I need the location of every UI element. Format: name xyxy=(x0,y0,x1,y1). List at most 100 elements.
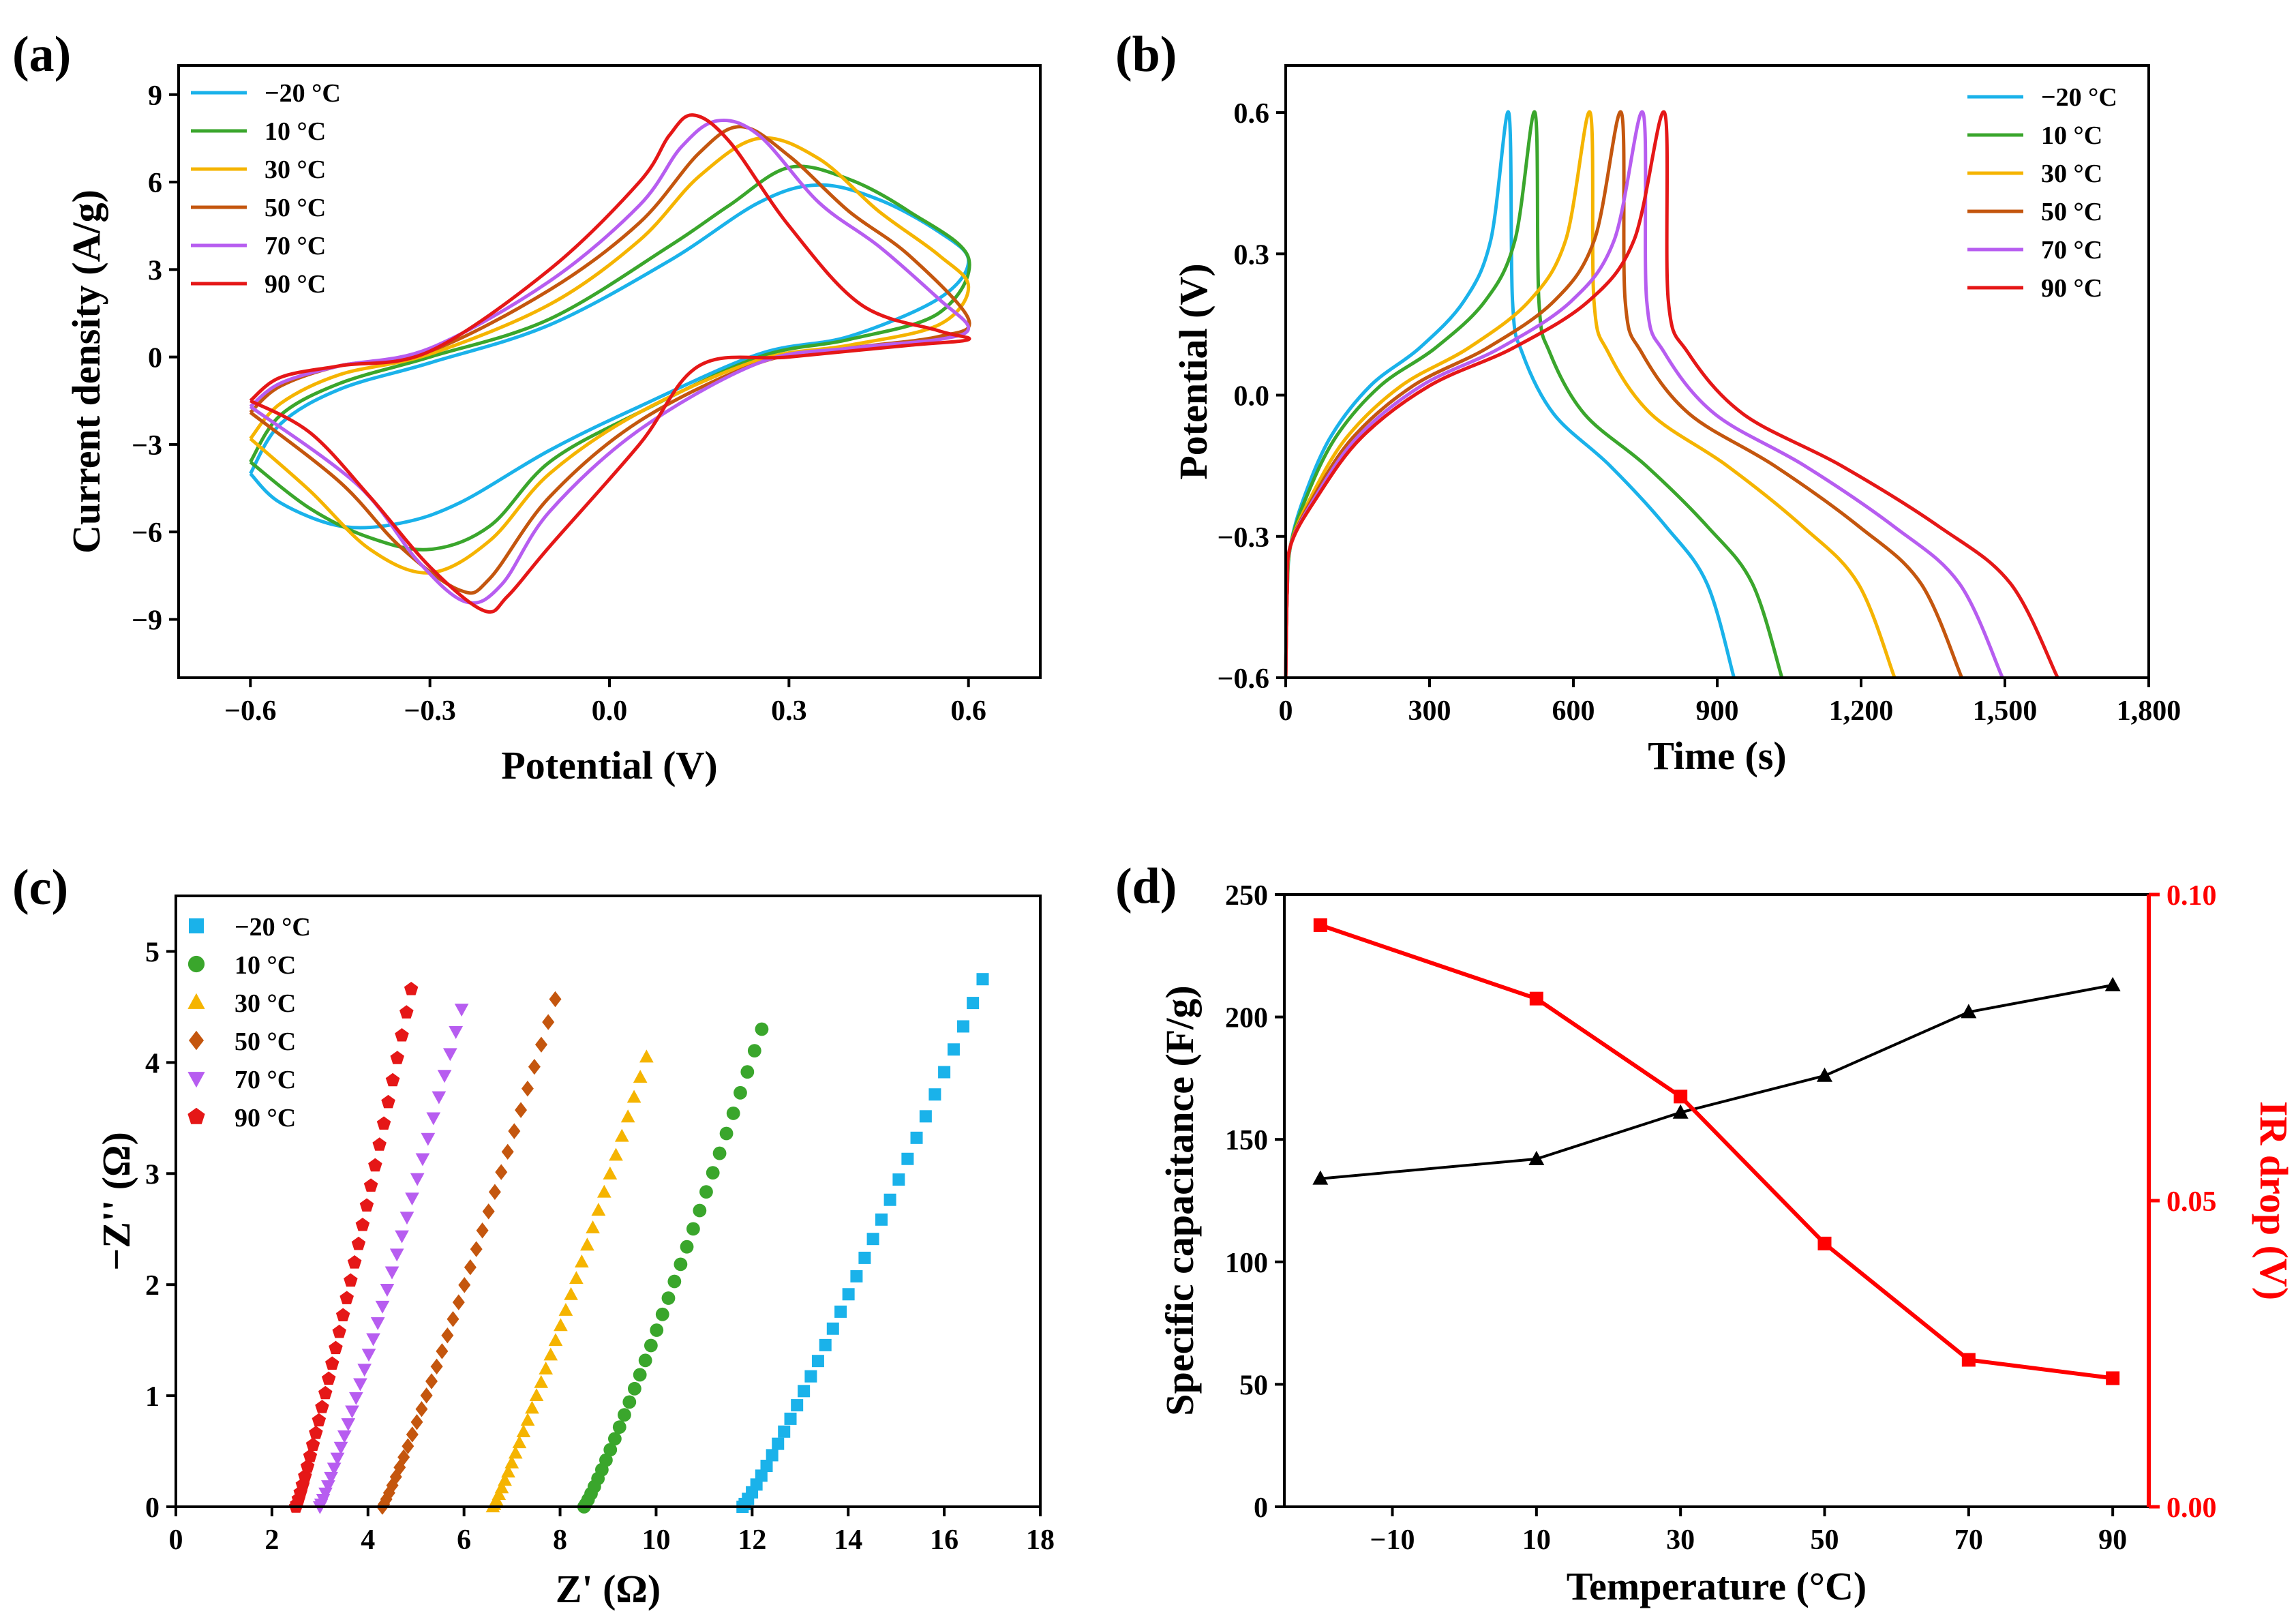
a-ytick-label: −9 xyxy=(132,605,162,636)
a-ylabel: Current density (A/g) xyxy=(64,190,108,554)
d-xtick-label: −10 xyxy=(1370,1525,1415,1556)
c-xtick-label: 4 xyxy=(361,1525,375,1556)
c-xtick-label: 18 xyxy=(1026,1525,1055,1556)
a-legend-label: 90 °C xyxy=(265,270,326,299)
nyquist-point xyxy=(734,1085,747,1100)
b-legend-label: −20 °C xyxy=(2041,83,2117,112)
nyquist-point xyxy=(558,1302,573,1316)
c-ytick-label: 2 xyxy=(145,1270,160,1302)
nyquist-point xyxy=(599,1453,613,1467)
a-ytick-label: −6 xyxy=(132,517,162,549)
nyquist-point xyxy=(366,1333,380,1347)
c-xtick-label: 16 xyxy=(930,1525,958,1556)
nyquist-point xyxy=(363,1178,378,1192)
nyquist-point xyxy=(330,1452,345,1466)
a-legend-label: 30 °C xyxy=(265,155,326,184)
nyquist-point xyxy=(402,1438,414,1454)
nyquist-point xyxy=(525,1400,539,1414)
c-legend-marker xyxy=(187,1107,205,1124)
d-y2label: IR drop (V) xyxy=(2252,1101,2296,1300)
nyquist-point xyxy=(607,1432,622,1446)
nyquist-point xyxy=(410,1173,425,1186)
nyquist-point xyxy=(504,1455,519,1469)
nyquist-point xyxy=(661,1291,676,1305)
nyquist-point xyxy=(603,1166,618,1180)
nyquist-point xyxy=(674,1257,688,1272)
nyquist-point xyxy=(603,1443,618,1457)
nyquist-point xyxy=(378,1496,391,1512)
nyquist-point xyxy=(389,1469,402,1485)
nyquist-point xyxy=(699,1185,713,1199)
nyquist-point xyxy=(892,1173,905,1186)
nyquist-point xyxy=(706,1166,720,1180)
nyquist-point xyxy=(712,1146,727,1160)
c-ytick-label: 3 xyxy=(145,1159,160,1190)
nyquist-point xyxy=(315,1400,329,1413)
b-ylabel: Potential (V) xyxy=(1171,263,1215,479)
capacitance-point xyxy=(1672,1104,1689,1119)
a-xtick-label: 0.6 xyxy=(950,695,986,727)
d-ytick-label: 250 xyxy=(1225,880,1268,912)
nyquist-point xyxy=(432,1091,447,1105)
nyquist-point xyxy=(395,1028,409,1042)
nyquist-point xyxy=(811,1355,824,1368)
c-legend-label: −20 °C xyxy=(235,913,311,942)
nyquist-point xyxy=(370,1317,385,1330)
nyquist-point xyxy=(747,1044,761,1057)
nyquist-point xyxy=(516,1424,531,1438)
nyquist-point xyxy=(542,1014,555,1030)
nyquist-point xyxy=(385,1072,400,1087)
a-ytick-label: 9 xyxy=(148,80,162,112)
nyquist-point xyxy=(919,1110,932,1123)
nyquist-point xyxy=(447,1311,459,1327)
nyquist-point xyxy=(501,1465,515,1477)
nyquist-point xyxy=(614,1128,629,1142)
nyquist-point xyxy=(693,1203,707,1218)
d-xtick-label: 90 xyxy=(2098,1525,2127,1556)
nyquist-point xyxy=(726,1107,740,1120)
nyquist-point xyxy=(883,1193,896,1206)
nyquist-point xyxy=(850,1270,863,1282)
nyquist-point xyxy=(381,1094,395,1109)
a-legend-label: 70 °C xyxy=(265,232,326,260)
nyquist-point xyxy=(384,1266,399,1280)
c-legend-marker xyxy=(189,1030,204,1051)
nyquist-point xyxy=(633,1368,647,1382)
c-legend-label: 10 °C xyxy=(235,951,296,980)
nyquist-point xyxy=(638,1353,652,1368)
c-xlabel: Z' (Ω) xyxy=(556,1567,661,1611)
gcd-curve xyxy=(1284,110,1784,678)
d-y2tick-label: 0.10 xyxy=(2166,880,2217,912)
nyquist-point xyxy=(639,1049,654,1063)
nyquist-point xyxy=(420,1387,433,1404)
ir-drop-point xyxy=(1313,918,1327,932)
b-xtick-label: 900 xyxy=(1696,695,1739,727)
nyquist-point xyxy=(521,1080,534,1097)
nyquist-point xyxy=(740,1065,755,1079)
c-ytick-label: 5 xyxy=(145,937,160,968)
a-ytick-label: −3 xyxy=(132,430,162,462)
nyquist-point xyxy=(574,1255,589,1267)
nyquist-point xyxy=(842,1288,855,1301)
nyquist-point xyxy=(494,1480,509,1494)
ir-drop-point xyxy=(1529,991,1543,1006)
nyquist-point xyxy=(405,1192,419,1206)
nyquist-point xyxy=(415,1153,430,1167)
d-xlabel: Temperature (°C) xyxy=(1567,1564,1867,1608)
a-xtick-label: −0.6 xyxy=(224,695,276,727)
ir-drop-line xyxy=(1319,923,2113,1381)
c-xtick-label: 10 xyxy=(641,1525,670,1556)
b-ytick-label: 0.0 xyxy=(1234,381,1270,412)
nyquist-point xyxy=(458,1277,471,1293)
nyquist-point xyxy=(650,1323,664,1337)
c-xtick-label: 8 xyxy=(553,1525,567,1556)
d-y2tick-label: 0.00 xyxy=(2166,1492,2217,1524)
gcd-curve xyxy=(1284,110,2059,679)
d-xtick-label: 30 xyxy=(1666,1525,1695,1556)
nyquist-point xyxy=(778,1425,791,1438)
nyquist-point xyxy=(866,1233,879,1246)
nyquist-point xyxy=(436,1343,449,1360)
d-ylabel: Specific capacitance (F/g) xyxy=(1158,985,1202,1415)
nyquist-point xyxy=(667,1274,682,1289)
